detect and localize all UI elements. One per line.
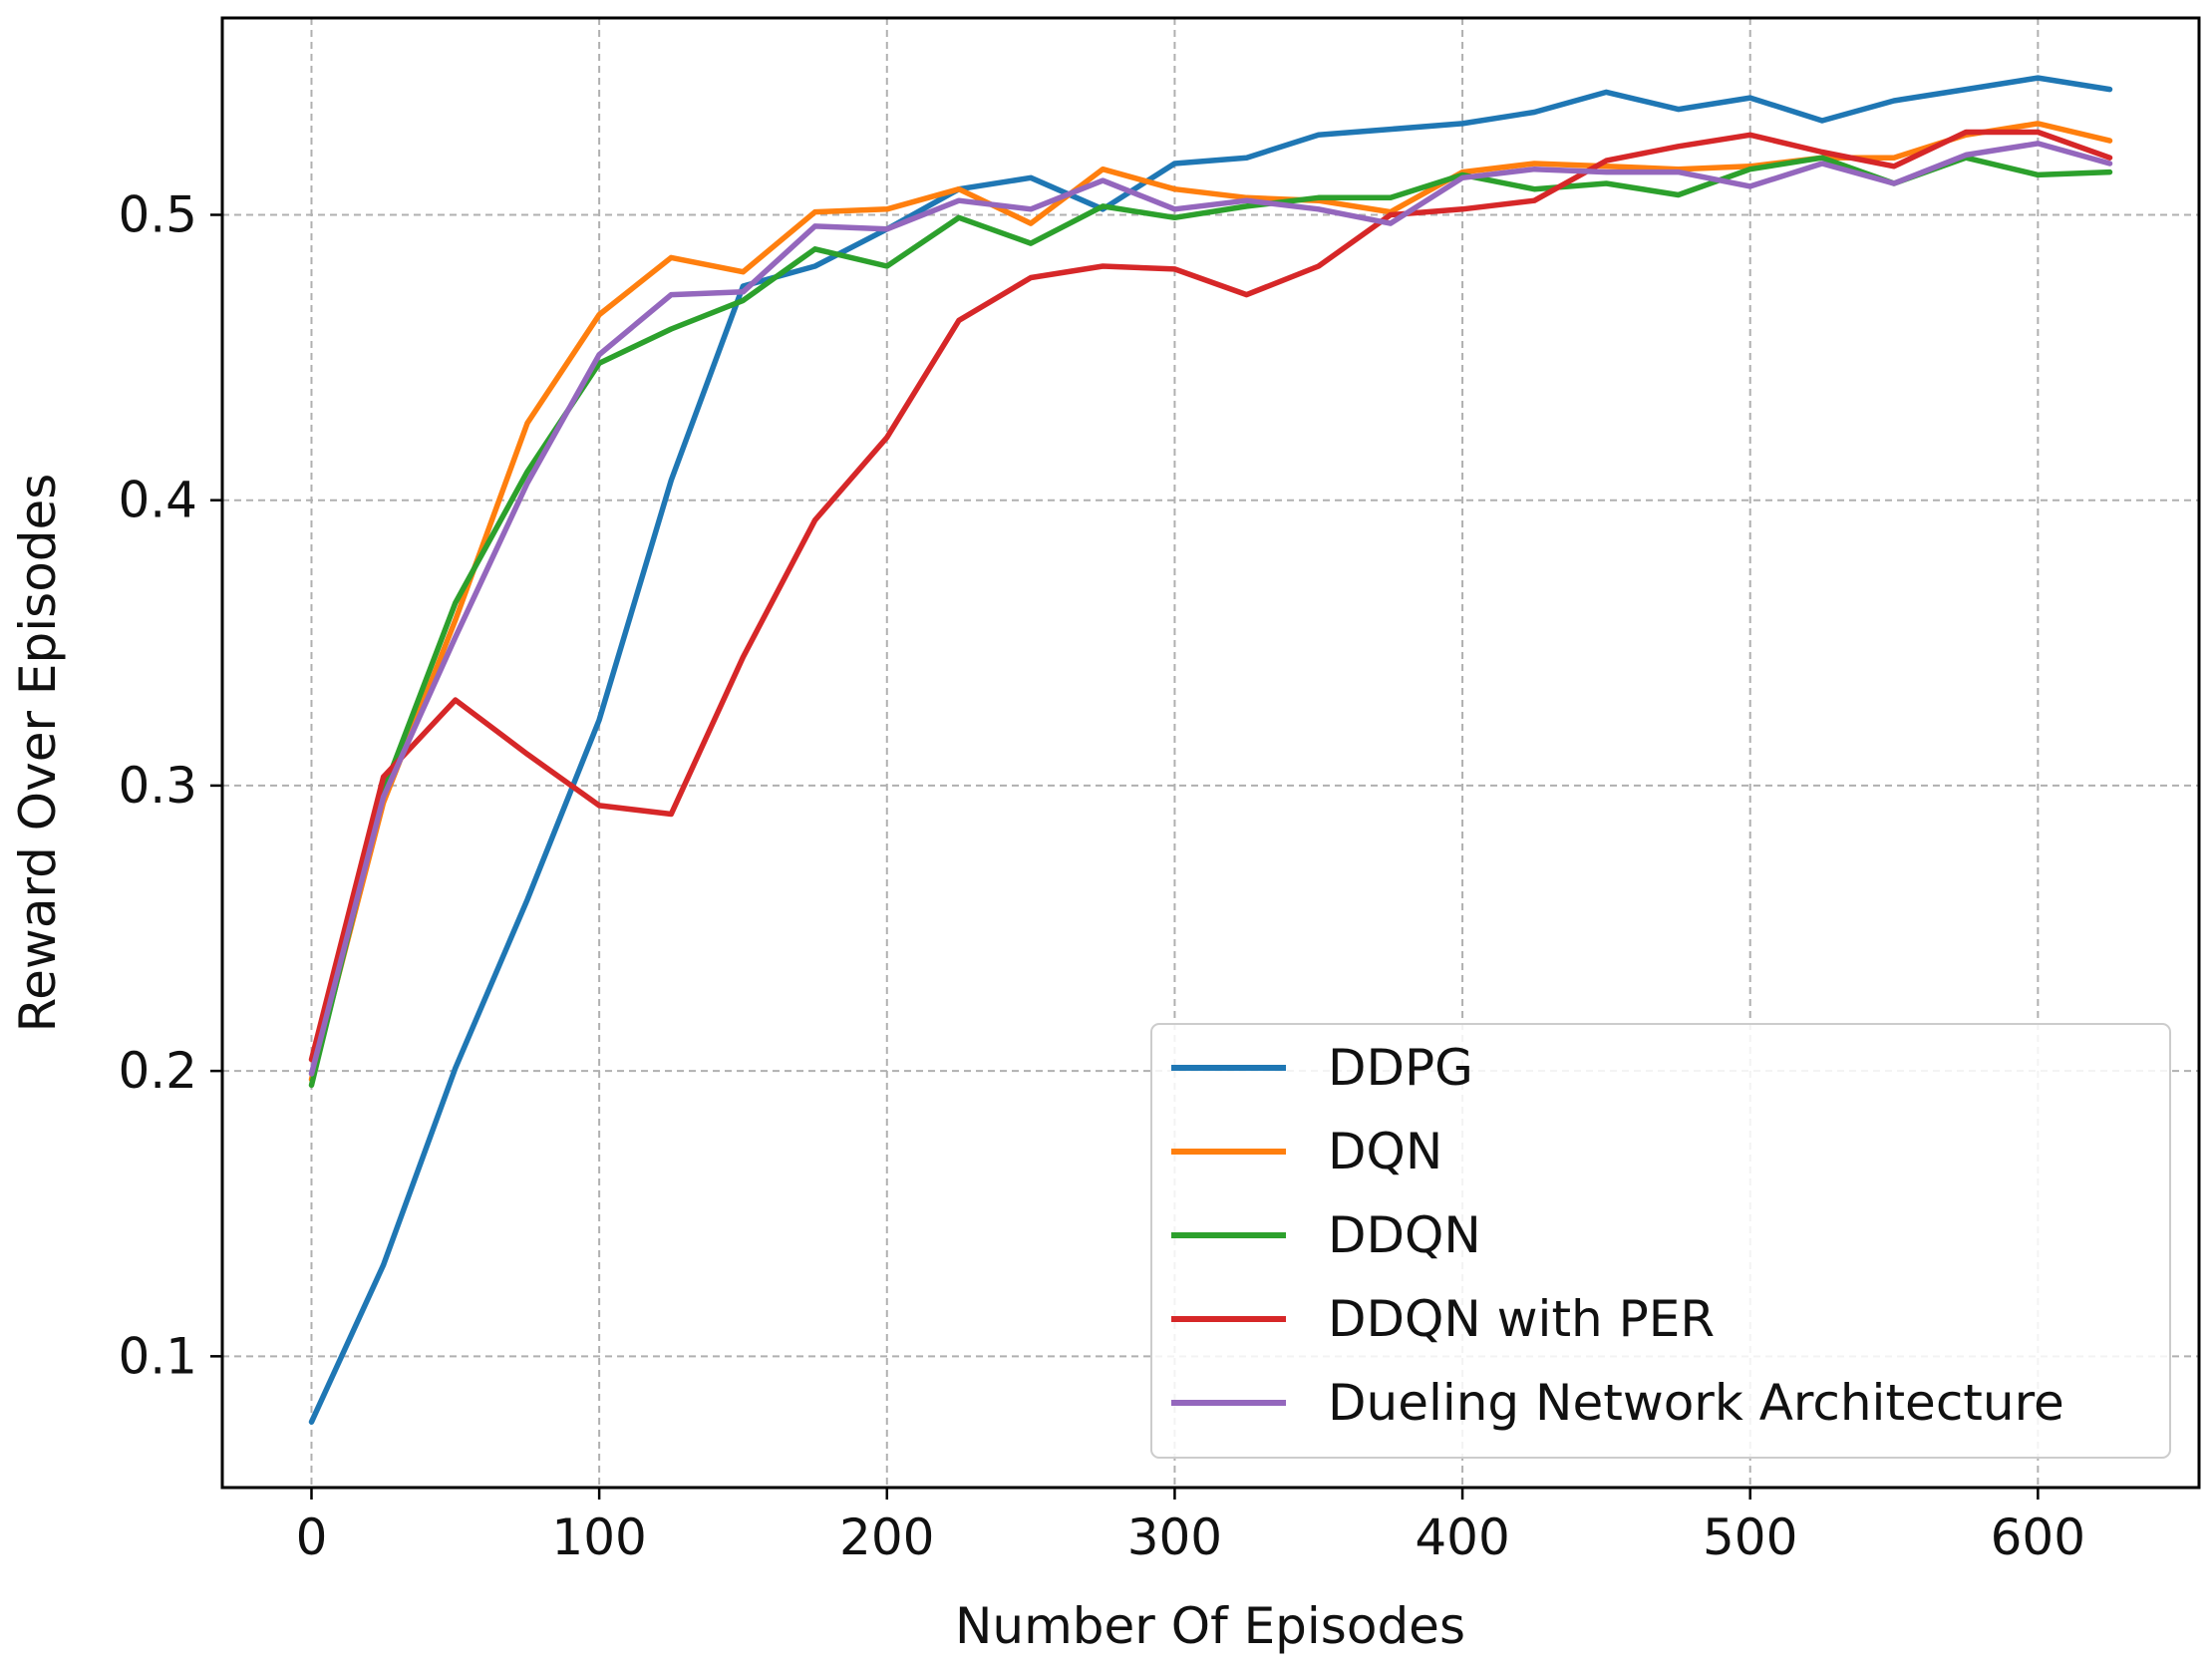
- series-line-ddqn: [308, 155, 2113, 1089]
- y-tick-label: 0.5: [118, 185, 197, 243]
- x-tick-label: 200: [839, 1508, 934, 1566]
- legend-box: [1150, 1023, 2171, 1459]
- series-layer: [308, 75, 2113, 1425]
- series-line-ddqn-with-per: [308, 129, 2113, 1063]
- x-tick-label: 500: [1703, 1508, 1797, 1566]
- x-axis-label: Number Of Episodes: [955, 1597, 1465, 1655]
- series-line-ddpg: [308, 75, 2113, 1425]
- y-tick-label: 0.1: [118, 1327, 197, 1385]
- x-tick-label: 600: [1991, 1508, 2085, 1566]
- x-tick-label: 300: [1127, 1508, 1222, 1566]
- series-line-dueling-network-architecture: [308, 141, 2113, 1077]
- legend-label-dueling-network-architecture: Dueling Network Architecture: [1328, 1374, 2064, 1432]
- x-tick-label: 400: [1415, 1508, 1509, 1566]
- x-tick-label: 100: [551, 1508, 646, 1566]
- legend-label-ddqn: DDQN: [1328, 1206, 1481, 1264]
- legend: DDPG DQN DDQN DDQN with PER Dueling Network …: [1150, 1023, 2171, 1459]
- plot-frame: [220, 16, 2201, 1490]
- x-tick-label: 0: [296, 1508, 328, 1566]
- legend-label-dqn: DQN: [1328, 1123, 1442, 1180]
- y-tick-label: 0.3: [118, 757, 197, 815]
- legend-label-ddpg: DDPG: [1328, 1039, 1473, 1097]
- legend-label-ddqn-with-per: DDQN with PER: [1328, 1290, 1715, 1348]
- y-axis-label: Reward Over Episodes: [9, 474, 67, 1033]
- y-tick-label: 0.4: [118, 472, 197, 529]
- axis-ticks: 0 100 200 300 400 500 600 0.1 0.2 0.3 0.4 0.5: [118, 185, 2085, 1566]
- y-tick-label: 0.2: [118, 1042, 197, 1100]
